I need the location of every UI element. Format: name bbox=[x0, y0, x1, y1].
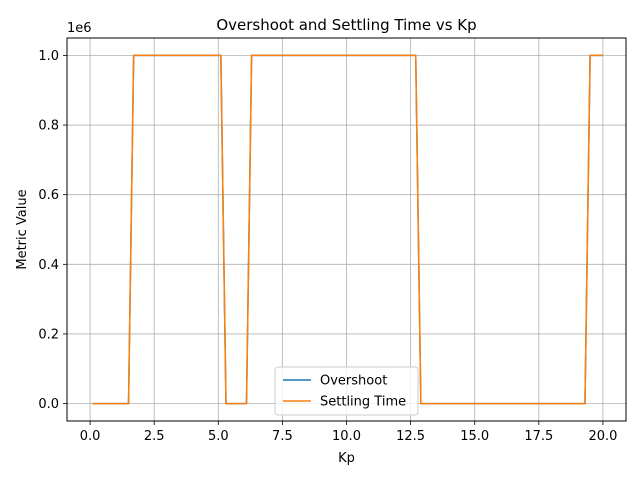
grid bbox=[67, 38, 626, 421]
x-tick-label: 12.5 bbox=[396, 429, 425, 444]
legend-label-1: Settling Time bbox=[320, 395, 406, 410]
y-axis-label: Metric Value bbox=[15, 189, 30, 269]
y-tick-label: 0.4 bbox=[38, 258, 59, 273]
x-tick-label: 10.0 bbox=[332, 429, 361, 444]
x-tick-label: 20.0 bbox=[588, 429, 617, 444]
x-tick-label: 5.0 bbox=[208, 429, 229, 444]
y-tick-label: 0.8 bbox=[38, 119, 59, 134]
x-tick-label: 7.5 bbox=[272, 429, 293, 444]
y-axis: 0.0 0.2 0.4 0.6 0.8 1.0 bbox=[38, 49, 67, 412]
y-tick-label: 0.2 bbox=[38, 327, 59, 342]
x-tick-label: 15.0 bbox=[460, 429, 489, 444]
x-tick-label: 17.5 bbox=[524, 429, 553, 444]
series-lines bbox=[92, 54, 603, 405]
x-tick-label: 2.5 bbox=[144, 429, 165, 444]
legend-box bbox=[274, 366, 419, 416]
chart-title: Overshoot and Settling Time vs Kp bbox=[216, 16, 476, 34]
x-tick-label: 0.0 bbox=[80, 429, 101, 444]
series-line-0 bbox=[92, 54, 603, 405]
y-offset-text: 1e6 bbox=[67, 21, 92, 36]
x-axis: 0.0 2.5 5.0 7.5 10.0 12.5 15.0 17.5 20.0 bbox=[80, 421, 617, 444]
legend: Overshoot Settling Time bbox=[274, 366, 419, 416]
y-tick-label: 0.0 bbox=[38, 397, 59, 412]
y-tick-label: 1.0 bbox=[38, 49, 59, 64]
legend-label-0: Overshoot bbox=[320, 374, 387, 389]
x-axis-label: Kp bbox=[338, 451, 355, 466]
y-tick-label: 0.6 bbox=[38, 188, 59, 203]
series-line-1 bbox=[92, 54, 603, 405]
